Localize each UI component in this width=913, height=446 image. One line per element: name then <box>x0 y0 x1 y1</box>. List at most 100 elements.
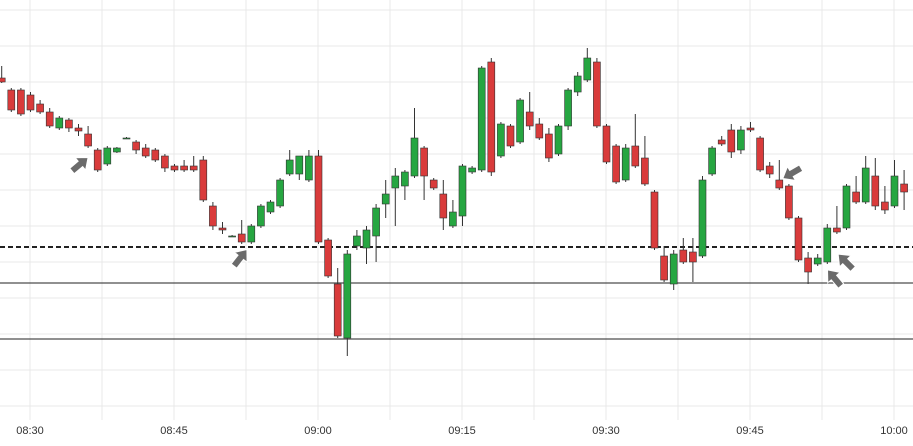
candle-body <box>477 67 486 171</box>
candle-body <box>717 139 726 145</box>
candle-body <box>170 165 179 171</box>
candle-body <box>602 125 611 163</box>
candle-body <box>132 141 140 151</box>
grid <box>0 0 913 420</box>
candle-body <box>228 235 236 238</box>
candle-body <box>305 155 313 181</box>
candle-body <box>429 179 438 189</box>
candle-body <box>285 159 294 175</box>
candle-body <box>535 123 544 139</box>
arrow <box>826 269 845 289</box>
candle-body <box>833 227 841 233</box>
candle-body <box>698 179 707 257</box>
candle-body <box>314 155 323 243</box>
candle-body <box>180 165 188 171</box>
candle-body <box>621 147 630 181</box>
candle-body <box>756 137 764 171</box>
candle-body <box>861 167 870 203</box>
candle-body <box>141 147 150 157</box>
candle-body <box>641 157 649 185</box>
candle-body <box>295 155 304 175</box>
candle-body <box>746 127 755 131</box>
arrow <box>782 164 804 182</box>
candle-body <box>276 179 284 207</box>
candle-body <box>554 125 563 155</box>
x-tick-label: 09:15 <box>448 425 476 437</box>
candle-body <box>26 94 35 111</box>
candle-body <box>612 145 620 183</box>
candle-body <box>900 183 908 193</box>
candle-body <box>381 193 390 205</box>
candle-body <box>785 185 793 219</box>
candle-body <box>727 129 736 153</box>
candle-body <box>161 155 169 169</box>
candle-body <box>679 249 688 263</box>
candle-body <box>823 227 832 263</box>
candle-body <box>209 205 217 227</box>
candle-body <box>218 227 227 231</box>
candle-body <box>103 147 112 165</box>
candle-body <box>237 233 246 243</box>
candle-body <box>650 191 659 249</box>
candle-body <box>583 57 592 81</box>
candle-body <box>573 75 582 93</box>
candle-body <box>708 147 716 175</box>
candle-body <box>737 129 745 151</box>
candle-body <box>842 185 851 229</box>
candle-body <box>74 127 83 132</box>
candle-body <box>7 89 16 111</box>
x-tick-label: 10:00 <box>880 425 908 437</box>
candle-body <box>449 211 457 227</box>
candle-body <box>93 149 102 171</box>
candle-body <box>458 165 467 217</box>
candle-body <box>391 175 400 189</box>
candle-body <box>516 99 524 143</box>
candle-body <box>506 125 515 147</box>
candle-body <box>881 201 889 211</box>
candle-body <box>545 133 553 159</box>
candle-body <box>151 149 160 161</box>
candle-body <box>362 229 371 249</box>
candle-body <box>497 123 505 157</box>
candle-body <box>794 217 803 261</box>
candle-body <box>257 205 265 227</box>
x-tick-label: 08:30 <box>16 425 44 437</box>
candle-body <box>84 133 92 147</box>
signal-arrows <box>69 156 857 289</box>
candle-body <box>401 171 409 187</box>
candle-body <box>372 207 380 237</box>
arrow <box>69 156 89 175</box>
candle-body <box>468 167 476 173</box>
candle-body <box>17 89 25 115</box>
candle-body <box>487 61 496 173</box>
candle-body <box>890 175 899 207</box>
candle-body <box>525 111 534 127</box>
candle-body <box>564 89 572 127</box>
candle-body <box>765 165 774 175</box>
x-tick-label: 09:45 <box>736 425 764 437</box>
candle-body <box>324 239 332 277</box>
candle-body <box>669 253 678 285</box>
x-tick-label: 09:00 <box>304 425 332 437</box>
candle-body <box>631 145 640 167</box>
candle-body <box>420 147 428 177</box>
candle-body <box>353 235 361 247</box>
candle-body <box>343 253 352 339</box>
candle-body <box>36 103 44 113</box>
candle-body <box>55 117 64 129</box>
candle-body <box>804 257 812 273</box>
candle-body <box>266 201 275 213</box>
candle-body <box>439 193 448 219</box>
candle-body <box>113 147 121 153</box>
candle-body <box>199 159 208 201</box>
candle-body <box>852 191 860 203</box>
candle-body <box>122 137 131 140</box>
candle-body <box>689 251 697 263</box>
x-tick-label: 08:45 <box>160 425 188 437</box>
plot-area <box>0 48 913 356</box>
candle-body <box>813 257 822 265</box>
candle-body <box>333 283 342 337</box>
candle-body <box>871 175 880 207</box>
candle-body <box>247 225 256 243</box>
